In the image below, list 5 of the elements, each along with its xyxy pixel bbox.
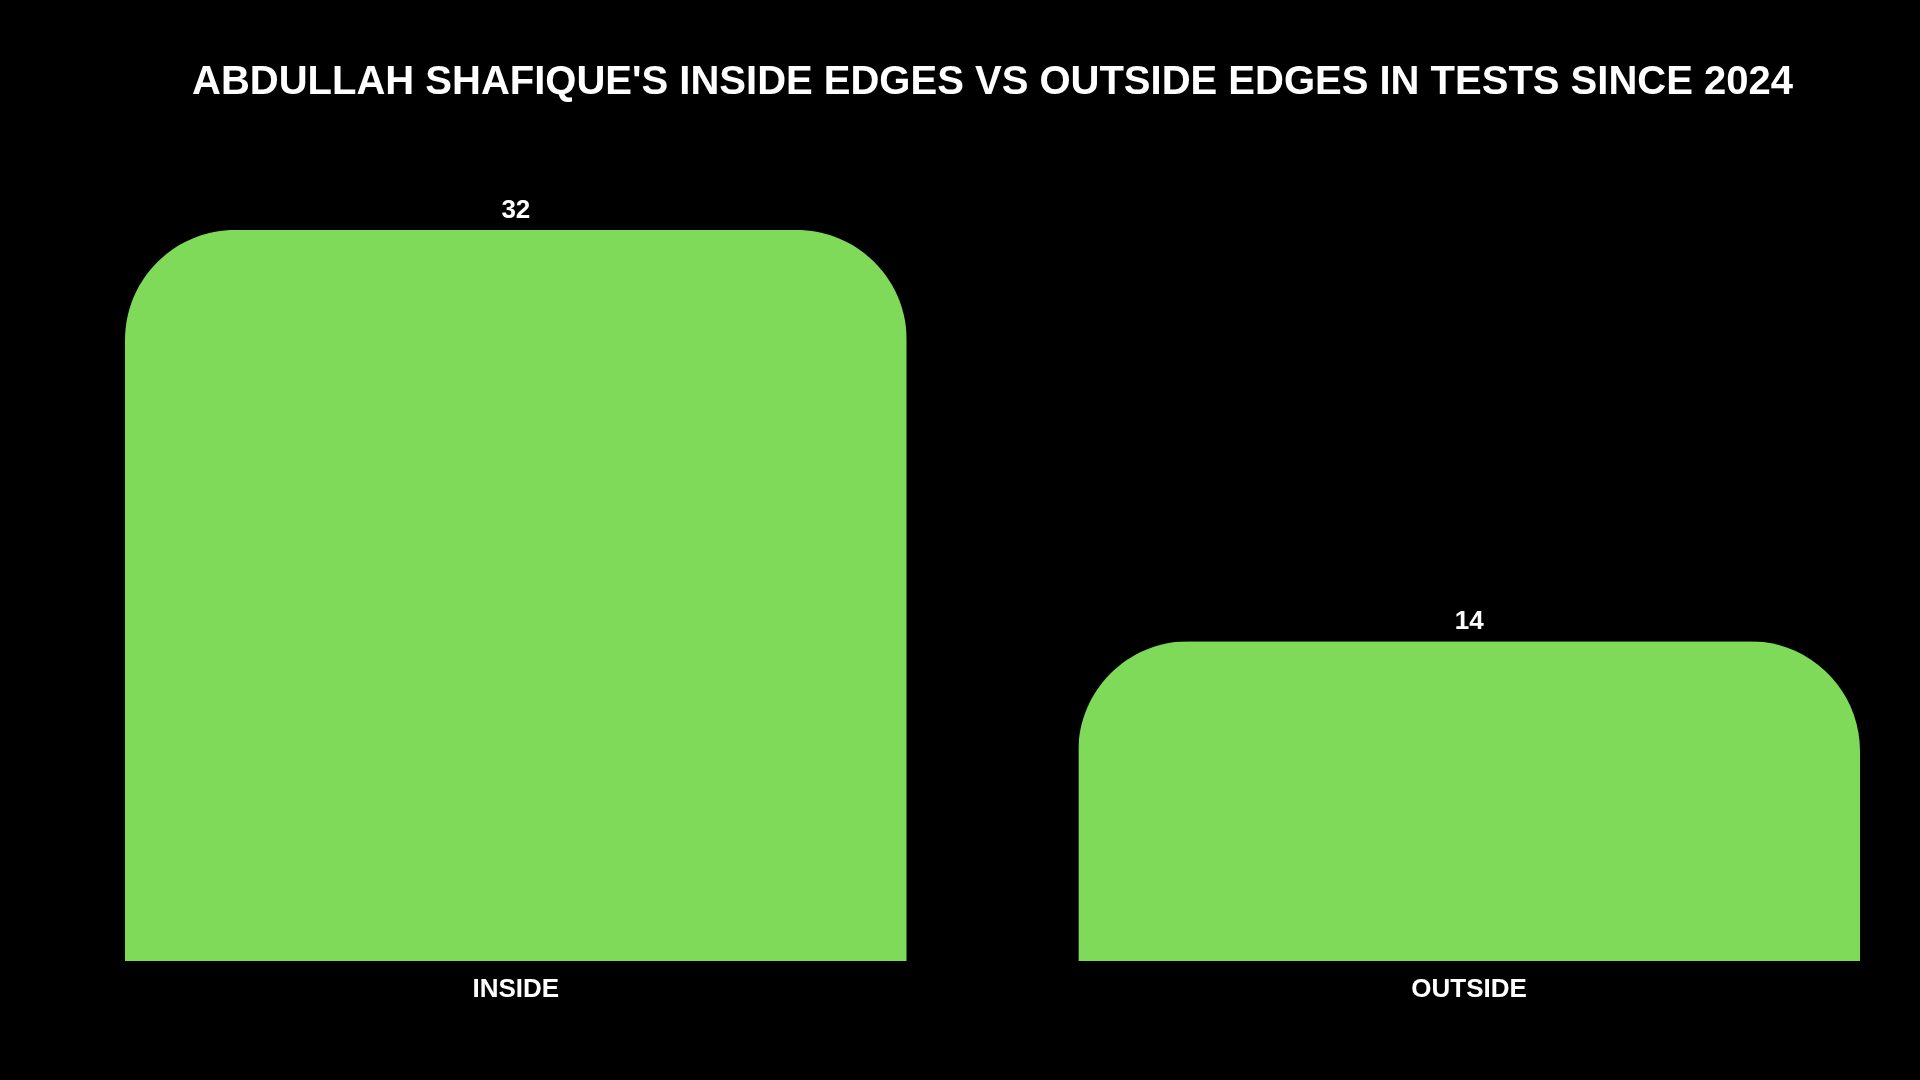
chart-title: ABDULLAH SHAFIQUE'S INSIDE EDGES VS OUTSIDE EDGES IN TESTS SINCE 2024 (192, 58, 1794, 102)
data-label: 14 (1454, 605, 1485, 636)
x-tick-label: OUTSIDE (1411, 972, 1527, 1003)
x-tick-label: INSIDE (472, 972, 560, 1003)
data-label: 32 (501, 194, 531, 224)
